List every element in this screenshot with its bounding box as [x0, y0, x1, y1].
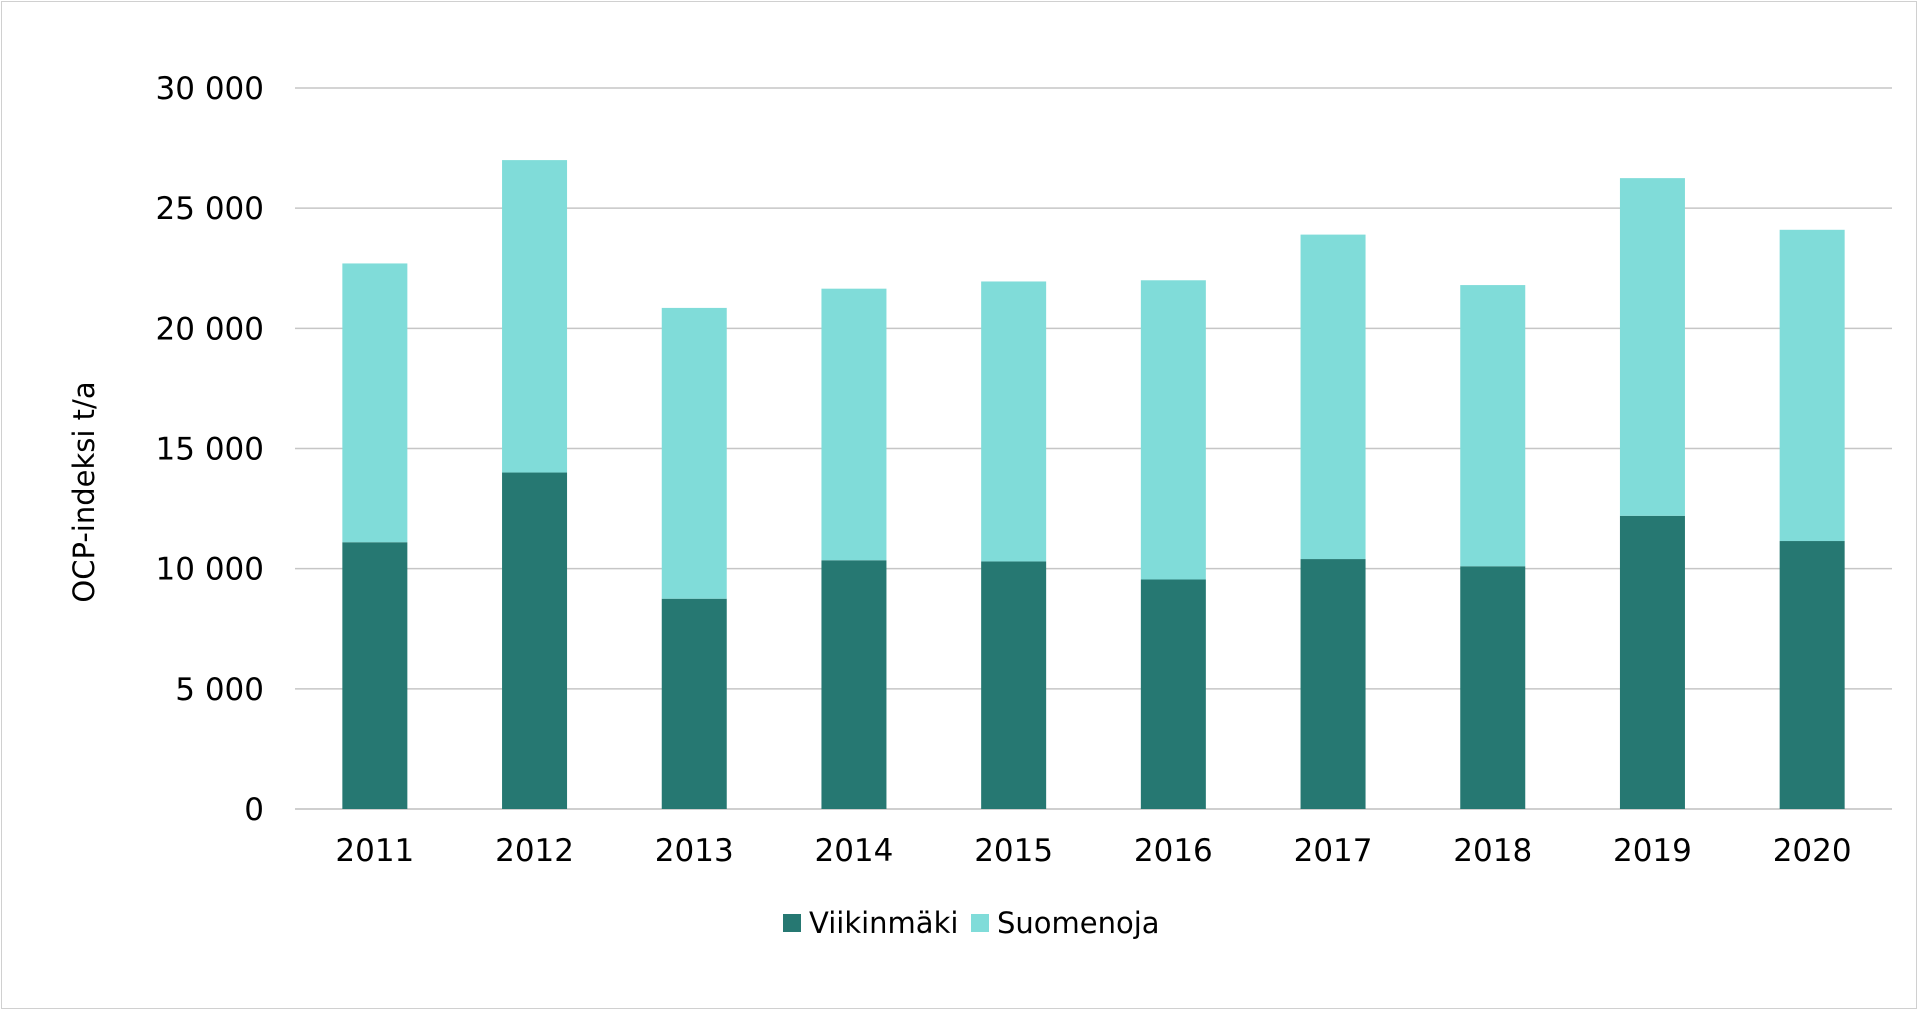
- legend-label: Suomenoja: [997, 906, 1160, 940]
- x-axis-ticks: 2011 2012 2013 2014 2015 2016 2017 2018 2019 2020: [335, 833, 1851, 869]
- bar-segment: [1619, 178, 1685, 516]
- y-tick-label: 30 000: [156, 71, 264, 107]
- y-tick-label: 5 000: [175, 672, 264, 708]
- x-tick-label: 2012: [495, 833, 574, 869]
- y-tick-label: 0: [244, 792, 264, 828]
- bar-segment: [1779, 541, 1845, 809]
- bar-segment: [1619, 515, 1685, 809]
- bar-segment: [1460, 566, 1526, 809]
- bar-segment: [502, 472, 568, 809]
- legend: Viikinmäki Suomenoja: [783, 906, 1160, 940]
- bar-segment: [661, 598, 727, 809]
- bar-segment: [981, 281, 1047, 562]
- bar-segment: [502, 160, 568, 473]
- x-tick-label: 2020: [1773, 833, 1852, 869]
- legend-swatch: [971, 914, 989, 932]
- x-tick-label: 2018: [1453, 833, 1532, 869]
- x-tick-label: 2011: [335, 833, 414, 869]
- bar-segment: [1140, 579, 1206, 809]
- y-tick-label: 10 000: [156, 552, 264, 588]
- legend-swatch: [783, 914, 801, 932]
- bar-segment: [661, 307, 727, 599]
- legend-label: Viikinmäki: [809, 906, 958, 940]
- bar-segment: [821, 288, 887, 561]
- bar-segment: [1779, 229, 1845, 542]
- bar-segment: [821, 560, 887, 809]
- x-tick-label: 2015: [974, 833, 1053, 869]
- bar-segment: [342, 263, 408, 543]
- y-tick-label: 15 000: [156, 432, 264, 468]
- x-tick-label: 2019: [1613, 833, 1692, 869]
- bar-segment: [1460, 285, 1526, 567]
- bars: [342, 160, 1845, 809]
- y-axis-ticks: 0 5 000 10 000 15 000 20 000 25 000 30 000: [156, 71, 264, 828]
- bar-segment: [981, 561, 1047, 809]
- bar-segment: [342, 542, 408, 809]
- y-tick-label: 20 000: [156, 311, 264, 347]
- bar-segment: [1300, 234, 1366, 560]
- y-axis-title: OCP-indeksi t/a: [67, 381, 101, 602]
- x-tick-label: 2017: [1294, 833, 1373, 869]
- bar-segment: [1300, 559, 1366, 809]
- x-tick-label: 2013: [655, 833, 734, 869]
- x-tick-label: 2014: [814, 833, 893, 869]
- x-tick-label: 2016: [1134, 833, 1213, 869]
- bar-segment: [1140, 280, 1206, 580]
- y-tick-label: 25 000: [156, 191, 264, 227]
